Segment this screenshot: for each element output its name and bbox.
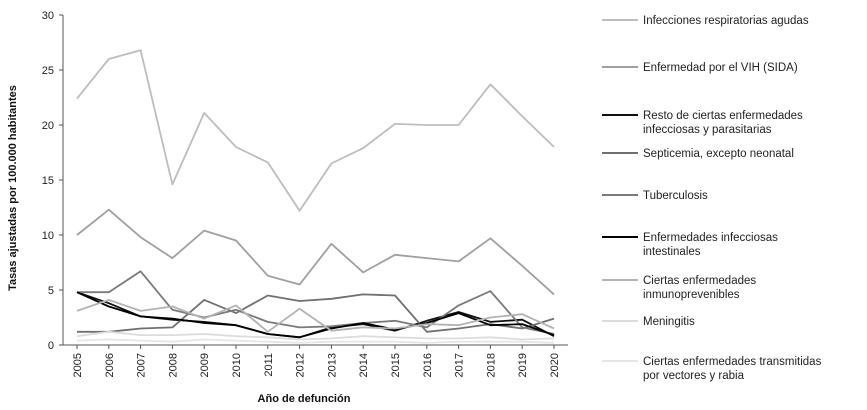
series-line-6 [76, 291, 555, 339]
x-tick-label: 2006 [104, 353, 116, 377]
series-line-7 [76, 298, 555, 333]
chart-legend: Infecciones respiratorias agudas Enfermed… [602, 15, 822, 382]
x-tick-label: 2015 [390, 353, 402, 377]
y-tick-label: 20 [42, 120, 54, 132]
series-line-3 [76, 291, 555, 339]
legend-label: Resto de ciertas enfermedades infecciosas… [643, 110, 803, 136]
y-tick-label: 30 [42, 10, 54, 22]
legend-label: Ciertas enfermedades transmitidas por vec… [643, 356, 822, 382]
x-axis-ticks: 2005 2006 2007 2008 2009 2010 2011 2012 2013 2014… [72, 345, 561, 377]
legend-label: Tuberculosis [643, 190, 708, 202]
y-tick-label: 25 [42, 65, 54, 77]
x-tick-label: 2016 [422, 353, 434, 377]
x-tick-label: 2018 [485, 353, 497, 377]
series-line-8 [76, 330, 555, 341]
x-tick-label: 2011 [263, 353, 275, 377]
x-tick-label: 2009 [199, 353, 211, 377]
chart-axes [62, 15, 568, 346]
y-axis-title: Tasas ajustadas por 100.000 habitantes [7, 85, 19, 291]
y-tick-label: 15 [42, 175, 54, 187]
x-tick-label: 2019 [517, 353, 529, 377]
legend-label: Meningitis [643, 316, 695, 328]
x-tick-label: 2012 [295, 353, 307, 377]
x-tick-label: 2020 [549, 353, 561, 377]
legend-label: Infecciones respiratorias agudas [643, 15, 809, 27]
series-line-5 [77, 270, 555, 335]
x-tick-label: 2017 [454, 353, 466, 377]
x-tick-label: 2013 [326, 353, 338, 377]
y-tick-label: 0 [48, 340, 54, 352]
series-line-9 [76, 338, 555, 344]
y-tick-label: 10 [42, 230, 54, 242]
x-axis-title: Año de defunción [258, 393, 351, 405]
series-line-1 [76, 49, 555, 212]
y-tick-label: 5 [48, 285, 54, 297]
y-axis-ticks: 0 5 10 15 20 25 30 [42, 10, 63, 352]
x-tick-label: 2010 [231, 353, 243, 377]
legend-label: Enfermedades infecciosas intestinales [643, 232, 778, 258]
legend-label: Ciertas enfermedades inmunoprevenibles [643, 275, 756, 301]
x-tick-label: 2005 [72, 353, 84, 377]
legend-label: Septicemia, excepto neonatal [643, 148, 794, 160]
chart-series [76, 49, 555, 344]
x-tick-label: 2014 [358, 353, 370, 377]
x-tick-label: 2007 [136, 353, 148, 377]
series-line-4 [77, 293, 555, 333]
x-tick-label: 2008 [167, 353, 179, 377]
legend-label: Enfermedad por el VIH (SIDA) [643, 62, 798, 74]
series-line-2 [76, 208, 555, 296]
